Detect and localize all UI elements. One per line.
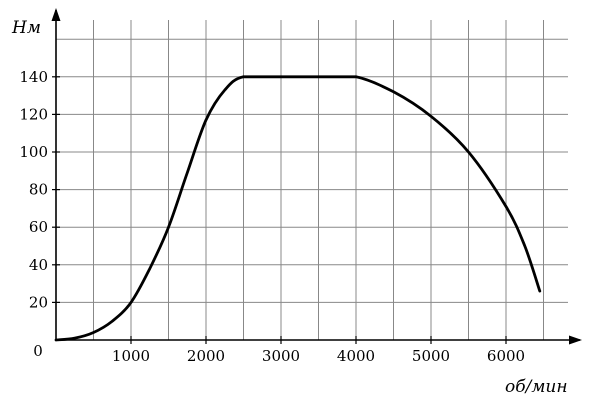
- y-tick-label: 20: [29, 293, 48, 311]
- y-tick-label: 120: [19, 105, 48, 123]
- grid: [56, 20, 568, 340]
- data-series: [54, 75, 542, 342]
- x-tick-label: 2000: [187, 347, 225, 365]
- x-axis-arrow-icon: [569, 335, 582, 345]
- x-tick-label: 4000: [337, 347, 375, 365]
- x-tick-label: 1000: [112, 347, 150, 365]
- y-axis-arrow-icon: [51, 8, 61, 21]
- x-tick-label: 3000: [262, 347, 300, 365]
- y-axis-title: Нм: [11, 18, 41, 38]
- tick-labels: 1000 2000 3000 4000 5000 6000 20 40 60 80 100 120 14…: [19, 68, 525, 365]
- y-tick-label: 80: [29, 181, 48, 199]
- y-tick-label: 40: [29, 256, 48, 274]
- x-tick-label: 6000: [487, 347, 525, 365]
- y-tick-label: 100: [19, 143, 48, 161]
- origin-label: 0: [33, 342, 43, 360]
- y-tick-label: 140: [19, 68, 48, 86]
- torque-curve: [54, 75, 542, 342]
- y-tick-label: 60: [29, 218, 48, 236]
- axes: [51, 8, 582, 345]
- x-axis-title: об/мин: [505, 377, 568, 397]
- x-tick-label: 5000: [412, 347, 450, 365]
